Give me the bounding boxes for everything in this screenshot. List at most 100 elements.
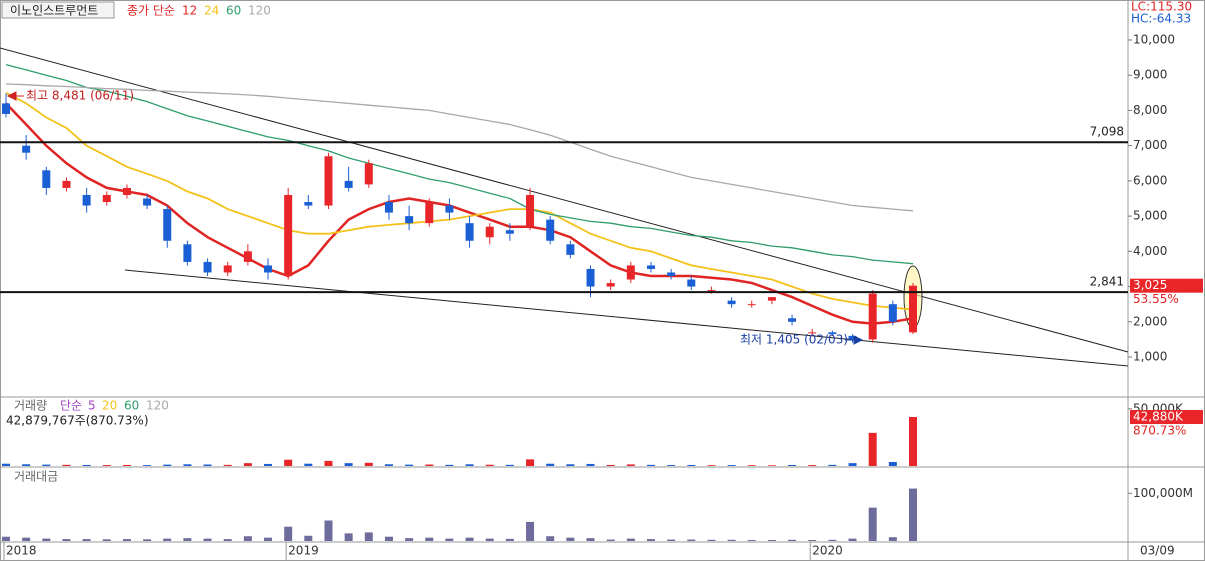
bar — [324, 520, 333, 541]
bar — [264, 463, 273, 466]
bar — [747, 540, 756, 541]
bar — [62, 539, 71, 541]
bar — [143, 465, 152, 466]
bar — [384, 464, 393, 466]
bar — [203, 538, 212, 541]
bar — [22, 464, 31, 466]
bar — [727, 465, 736, 466]
bar — [364, 532, 373, 541]
bar — [42, 538, 51, 541]
candle-body — [22, 145, 31, 153]
bar — [425, 464, 434, 466]
bar — [626, 538, 635, 541]
volume-ma-label: 단순 — [60, 399, 82, 413]
candle-body — [848, 335, 857, 340]
bar — [304, 535, 313, 541]
bar — [767, 540, 776, 541]
bar — [485, 464, 494, 466]
bar — [163, 464, 172, 466]
current-box — [1130, 409, 1203, 424]
bar — [82, 464, 91, 466]
bar — [888, 462, 897, 466]
candle-body — [2, 103, 10, 114]
candle-body — [384, 202, 393, 213]
y-tick-label: 6,000 — [1133, 173, 1167, 187]
bar — [526, 521, 535, 541]
bar — [848, 463, 857, 466]
bar — [243, 463, 252, 466]
bar — [102, 539, 111, 541]
bar — [788, 464, 797, 466]
lc-readout: LC:115.30 — [1131, 0, 1192, 14]
bar — [445, 538, 454, 541]
level-label: 2,841 — [1090, 275, 1124, 289]
bar — [767, 465, 776, 466]
bar — [364, 462, 373, 466]
bar — [344, 463, 353, 466]
current-label: 3,025 — [1133, 278, 1167, 292]
candle-body — [646, 265, 655, 269]
date-readout: 03/09 — [1140, 544, 1175, 558]
current-box — [1130, 278, 1203, 293]
bar — [546, 536, 555, 541]
legend-entry: 24 — [204, 4, 219, 18]
x-tick-label: 2018 — [6, 544, 37, 558]
candle-body — [82, 194, 91, 206]
bar — [606, 539, 615, 541]
low-note: 최저 1,405 (02/03) — [740, 333, 848, 347]
bar — [667, 465, 676, 466]
plot-layer — [2, 63, 917, 343]
bar — [626, 464, 635, 466]
candle-body — [788, 318, 797, 322]
bar — [82, 539, 91, 541]
legend-box — [1, 1, 115, 19]
ma-line — [5, 102, 914, 325]
volume-readout: 42,879,767주(870.73%) — [6, 414, 149, 428]
bar — [687, 539, 696, 541]
bar — [122, 539, 131, 541]
legend-entry: 20 — [102, 399, 117, 413]
candle-body — [122, 187, 131, 195]
candle-body — [888, 304, 897, 322]
bar — [646, 464, 655, 466]
legend-entry: 5 — [88, 399, 96, 413]
bar — [707, 465, 716, 466]
candle-body — [586, 268, 595, 287]
ma-line — [5, 83, 914, 212]
candle-body — [143, 198, 152, 206]
legend-entry: 60 — [226, 4, 241, 18]
bar — [505, 464, 514, 466]
bar — [586, 463, 595, 466]
legend-entry: 60 — [124, 399, 139, 413]
x-tick-label: 2020 — [812, 544, 843, 558]
y-tick-label: 9,000 — [1133, 68, 1167, 82]
volume-title: 거래량 — [14, 399, 47, 413]
bar — [828, 539, 837, 541]
y-tick-label: 5,000 — [1133, 209, 1167, 223]
candle-body — [304, 202, 313, 206]
low-arrow — [845, 335, 864, 345]
candle-body — [223, 265, 232, 273]
candle-body — [243, 251, 252, 262]
ma-line — [5, 92, 914, 311]
current-label: 42,880K — [1133, 409, 1184, 423]
bar — [868, 432, 877, 466]
y-tick-label: 10,000 — [1133, 32, 1175, 46]
y-tick-label: 2,000 — [1133, 314, 1167, 328]
candle-body — [667, 272, 676, 276]
bar — [324, 460, 333, 466]
bar — [405, 538, 414, 541]
bar — [646, 539, 655, 541]
level-label: 7,098 — [1090, 125, 1124, 139]
candle-body — [747, 304, 756, 306]
bar — [223, 539, 232, 541]
candle-body — [425, 202, 434, 224]
y-tick-label: 100,000M — [1133, 486, 1193, 500]
candle-body — [284, 194, 293, 276]
candle-body — [364, 163, 373, 185]
bar — [102, 465, 111, 466]
bar — [888, 537, 897, 541]
bar — [788, 539, 797, 541]
bar — [2, 536, 10, 541]
candle-body — [546, 219, 555, 241]
